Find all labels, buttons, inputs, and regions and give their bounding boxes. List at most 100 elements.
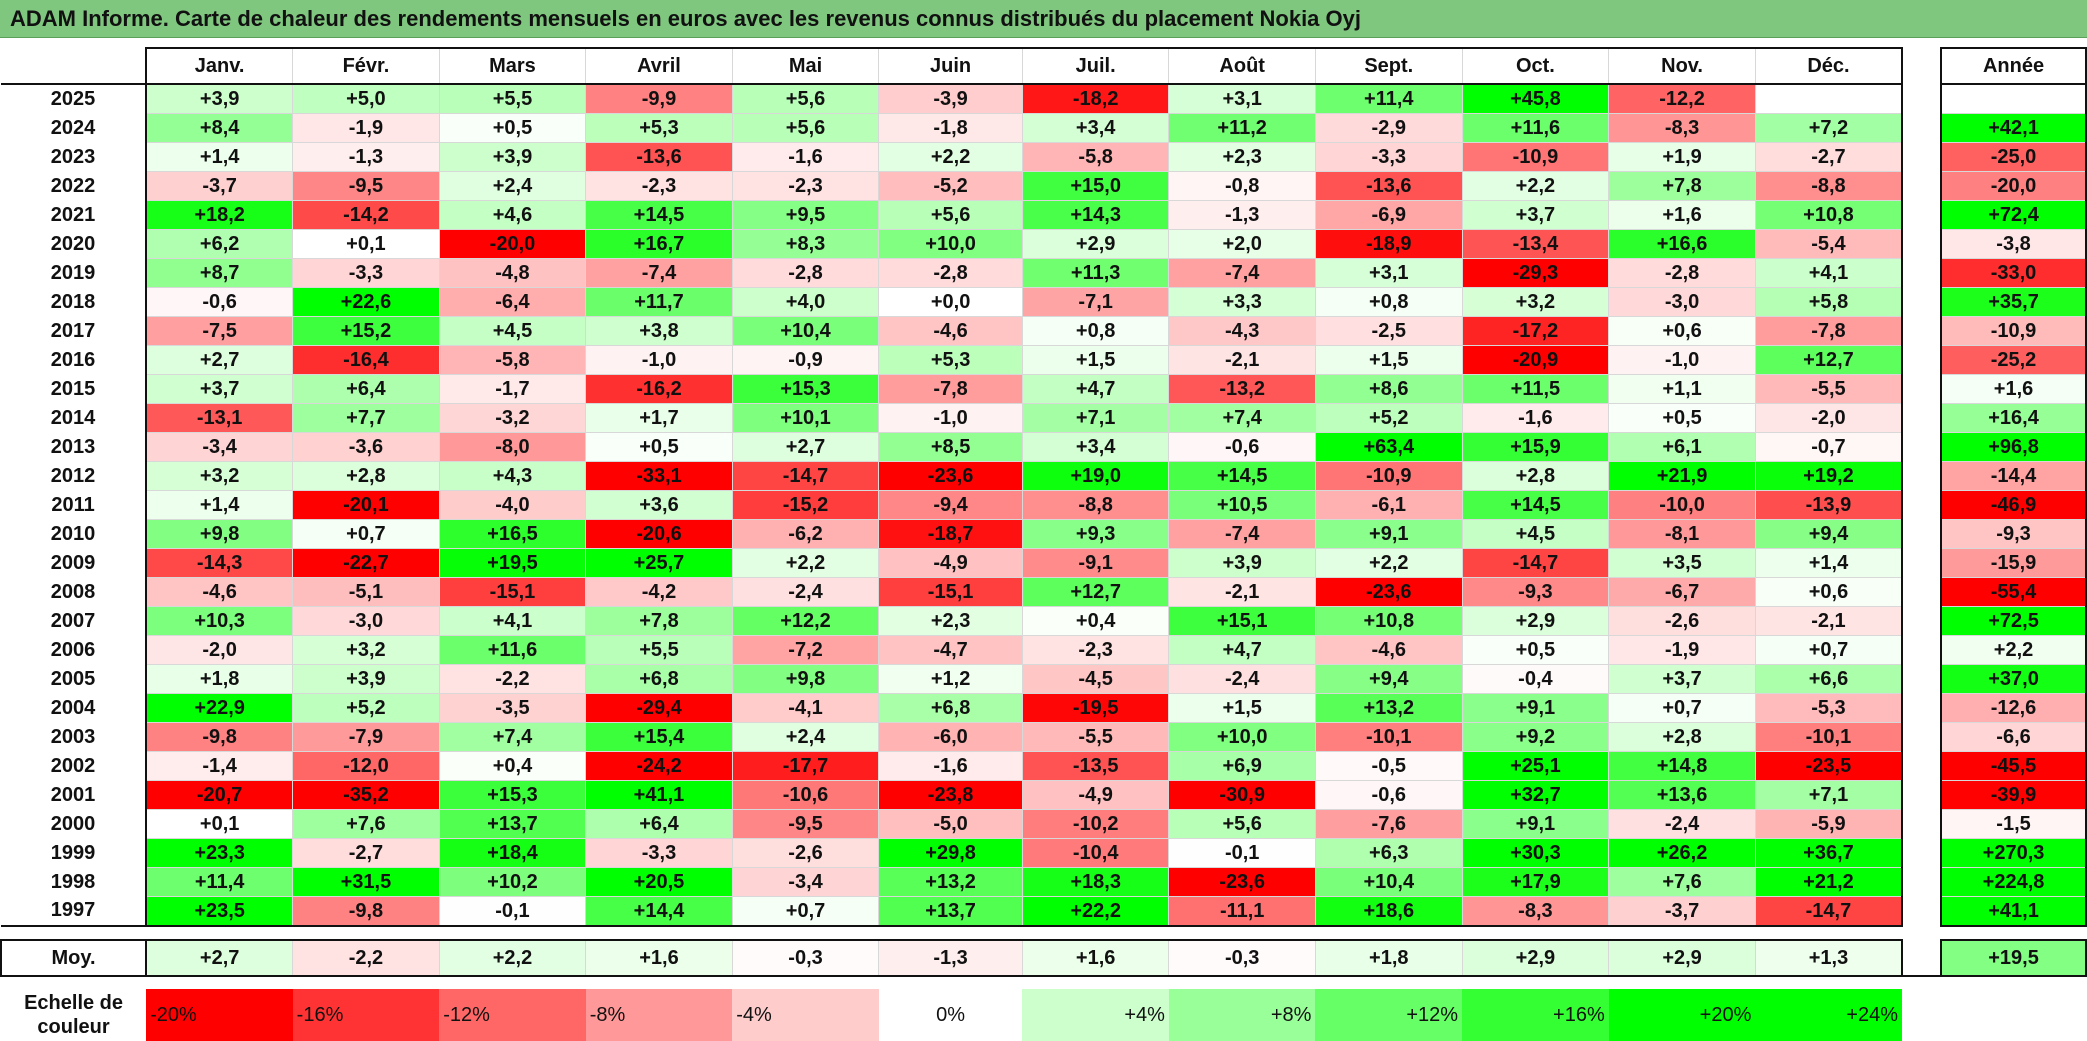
heat-cell: -9,8 <box>145 722 294 752</box>
heat-cell: +12,7 <box>1022 577 1170 607</box>
heat-cell: +4,7 <box>1022 374 1170 404</box>
table-row: 2022 -3,7 -9,5 +2,4 -2,3 -2,3 -5,2 +15,0 -0,8 -13… <box>1 171 2087 201</box>
table-row: 2007 +10,3 -3,0 +4,1 +7,8 +12,2 +2,3 +0,4 +15,1 +… <box>1 606 2087 636</box>
heat-cell: -0,5 <box>1315 751 1463 781</box>
heat-cell: -30,9 <box>1168 780 1316 810</box>
heat-cell: -4,9 <box>878 548 1023 578</box>
heat-cell: -11,1 <box>1168 896 1316 927</box>
heat-cell: +5,6 <box>732 113 880 143</box>
year-label: 2003 <box>1 722 148 752</box>
annual-cell: +2,2 <box>1940 635 2087 665</box>
year-label: 2002 <box>1 751 148 781</box>
heat-cell: +2,8 <box>292 461 440 491</box>
heat-cell: +13,2 <box>1315 693 1463 723</box>
heat-cell: -9,8 <box>292 896 440 927</box>
gap <box>1902 751 1942 781</box>
heat-cell: +3,8 <box>585 316 733 346</box>
gap <box>1902 577 1942 607</box>
heat-cell: +2,0 <box>1168 229 1316 259</box>
heat-cell: +23,5 <box>145 896 294 927</box>
heat-cell <box>1755 84 1904 114</box>
gap <box>1902 548 1942 578</box>
heat-cell: -3,4 <box>145 432 294 462</box>
heat-cell: +1,4 <box>145 142 294 172</box>
heat-cell: +18,6 <box>1315 896 1463 927</box>
heat-cell: +6,6 <box>1755 664 1904 694</box>
heat-cell: +0,7 <box>1608 693 1756 723</box>
heat-cell: +1,6 <box>1608 200 1756 230</box>
heat-cell: +7,1 <box>1022 403 1170 433</box>
annual-cell: -25,0 <box>1940 142 2087 172</box>
table-row: 2003 -9,8 -7,9 +7,4 +15,4 +2,4 -6,0 -5,5 +10,0 -1… <box>1 722 2087 752</box>
average-label: Moy. <box>0 939 148 977</box>
heat-cell: +0,1 <box>292 229 440 259</box>
heat-cell: -9,5 <box>732 809 880 839</box>
year-label: 2001 <box>1 780 148 810</box>
annual-cell: +96,8 <box>1940 432 2087 462</box>
heat-cell: +2,8 <box>1462 461 1610 491</box>
heat-cell: -13,1 <box>145 403 294 433</box>
heat-cell: -14,7 <box>1462 548 1610 578</box>
heat-cell: +8,5 <box>878 432 1023 462</box>
table-row: 2002 -1,4 -12,0 +0,4 -24,2 -17,7 -1,6 -13,5 +6,9… <box>1 751 2087 781</box>
heat-cell: -8,8 <box>1022 490 1170 520</box>
gap <box>1902 838 1942 868</box>
heat-cell: -4,1 <box>732 693 880 723</box>
heat-cell: +10,4 <box>732 316 880 346</box>
heat-cell: +3,4 <box>1022 432 1170 462</box>
heat-cell: +1,9 <box>1608 142 1756 172</box>
heat-cell: -10,0 <box>1608 490 1756 520</box>
heat-cell: +1,2 <box>878 664 1023 694</box>
heat-cell: -20,9 <box>1462 345 1610 375</box>
heat-cell: +15,4 <box>585 722 733 752</box>
gap <box>1902 664 1942 694</box>
heat-cell: +0,5 <box>1462 635 1610 665</box>
annual-cell: +224,8 <box>1940 867 2087 897</box>
heat-cell: +10,5 <box>1168 490 1316 520</box>
spacer-row <box>1 976 2086 989</box>
heat-cell: -7,1 <box>1022 287 1170 317</box>
heat-cell: +30,3 <box>1462 838 1610 868</box>
heat-cell: +4,5 <box>1462 519 1610 549</box>
heat-cell: -13,6 <box>585 142 733 172</box>
heat-cell: -10,1 <box>1315 722 1463 752</box>
year-label: 2013 <box>1 432 148 462</box>
heat-cell: +3,1 <box>1315 258 1463 288</box>
heat-cell: -14,2 <box>292 200 440 230</box>
heat-cell: +5,5 <box>585 635 733 665</box>
heat-cell: -14,3 <box>145 548 294 578</box>
heat-cell: -18,2 <box>1022 84 1170 114</box>
heat-cell: +14,8 <box>1608 751 1756 781</box>
heat-cell: -4,6 <box>145 577 294 607</box>
heat-cell: +7,6 <box>292 809 440 839</box>
heat-cell: +11,4 <box>145 867 294 897</box>
heat-cell: +10,8 <box>1755 200 1904 230</box>
heat-cell: -2,3 <box>732 171 880 201</box>
heat-cell: -3,0 <box>1608 287 1756 317</box>
year-label: 2024 <box>1 113 148 143</box>
heat-cell: -2,1 <box>1168 577 1316 607</box>
heat-cell: -22,7 <box>292 548 440 578</box>
gap <box>1902 84 1942 114</box>
heat-cell: +8,3 <box>732 229 880 259</box>
month-header: Avril <box>585 47 733 85</box>
heat-cell: -15,1 <box>878 577 1023 607</box>
annual-cell: +35,7 <box>1940 287 2087 317</box>
heat-cell: -8,8 <box>1755 171 1904 201</box>
table-row: 2024 +8,4 -1,9 +0,5 +5,3 +5,6 -1,8 +3,4 +11,2 -2,… <box>1 113 2087 143</box>
gap <box>1902 722 1942 752</box>
heat-cell: -10,2 <box>1022 809 1170 839</box>
heat-cell: +19,2 <box>1755 461 1904 491</box>
year-label: 2016 <box>1 345 148 375</box>
heat-cell: +4,1 <box>439 606 587 636</box>
heat-cell: +3,4 <box>1022 113 1170 143</box>
average-cell: -2,2 <box>292 939 440 977</box>
heat-cell: -16,2 <box>585 374 733 404</box>
heat-cell: -2,4 <box>732 577 880 607</box>
color-scale-swatch: +8% <box>1168 989 1316 1041</box>
year-label: 2006 <box>1 635 148 665</box>
heat-cell: -7,8 <box>1755 316 1904 346</box>
heat-cell: -14,7 <box>1755 896 1904 927</box>
heat-cell: -23,6 <box>878 461 1023 491</box>
heat-cell: -12,2 <box>1608 84 1756 114</box>
